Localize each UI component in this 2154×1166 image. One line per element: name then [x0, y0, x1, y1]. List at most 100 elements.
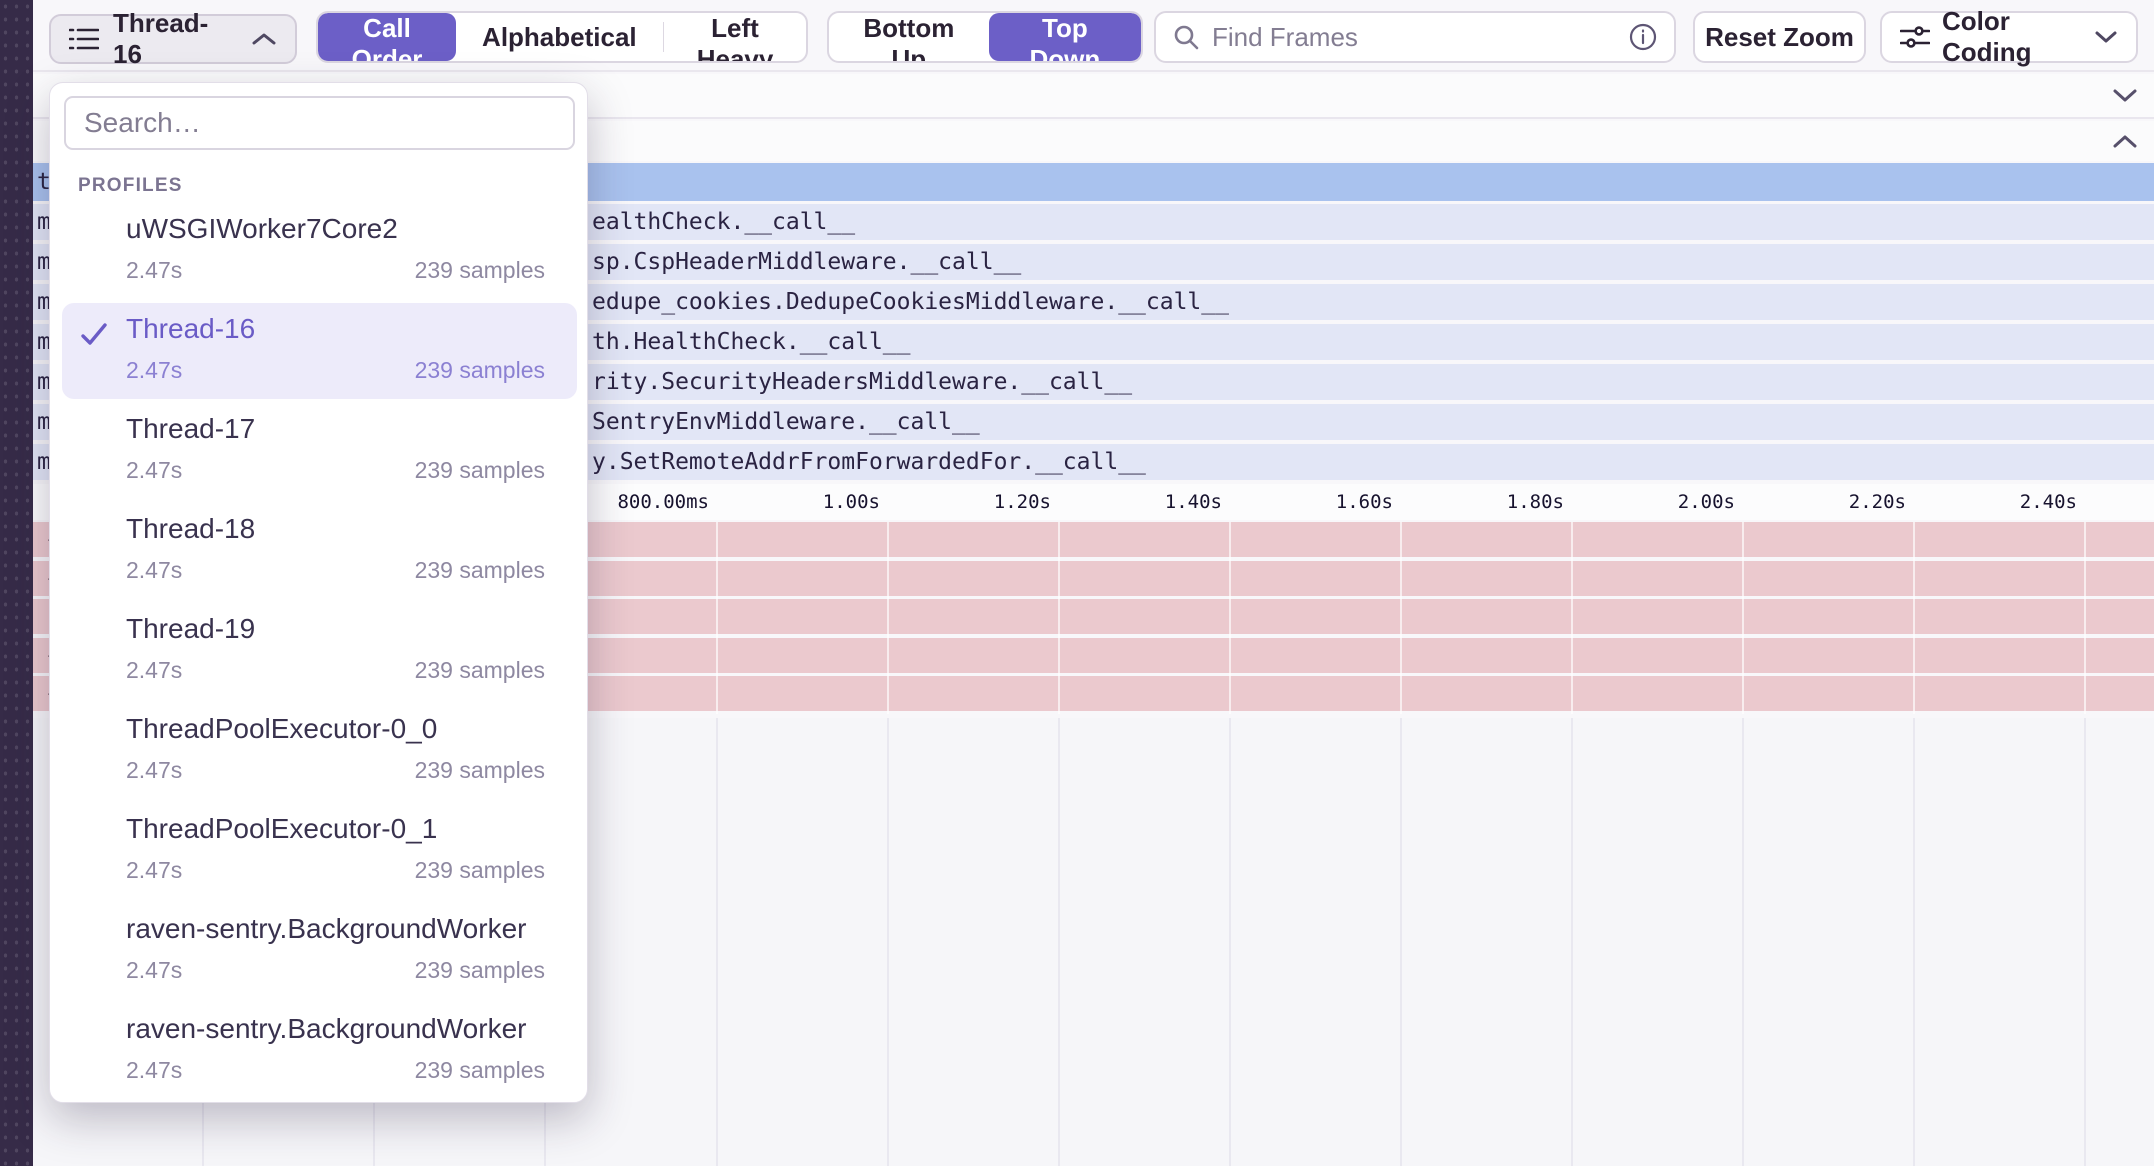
list-icon: [69, 26, 99, 52]
find-frames-search: [1154, 11, 1676, 63]
profile-samples: 239 samples: [414, 1057, 545, 1083]
profile-samples: 239 samples: [414, 257, 545, 283]
profile-option[interactable]: Thread-18 2.47s 239 samples: [50, 501, 589, 601]
frame-text: SentryEnvMiddleware.__call__: [592, 409, 980, 435]
axis-tick-label: 2.40s: [2019, 491, 2077, 513]
profile-samples: 239 samples: [414, 557, 545, 583]
profile-name: ThreadPoolExecutor-0_0: [126, 713, 438, 744]
frame-text: rity.SecurityHeadersMiddleware.__call__: [592, 369, 1133, 395]
profile-stats: 2.47s 239 samples: [126, 657, 545, 684]
profile-option[interactable]: Thread-19 2.47s 239 samples: [50, 601, 589, 701]
profile-duration: 2.47s: [126, 857, 183, 883]
sort-call-order-button[interactable]: Call Order: [318, 13, 457, 61]
profile-samples: 239 samples: [414, 857, 545, 883]
frame-text-fragment: m: [37, 409, 51, 435]
frame-text-fragment: m: [37, 249, 51, 275]
color-coding-button[interactable]: Color Coding: [1880, 6, 2138, 67]
time-gridline: [1400, 718, 1402, 1166]
selected-highlight: [62, 303, 577, 399]
axis-tick-label: 1.40s: [1164, 491, 1222, 513]
time-gridline: [887, 522, 889, 714]
profile-duration: 2.47s: [126, 257, 183, 283]
find-frames-input[interactable]: [1212, 21, 1616, 53]
profiles-dropdown: PROFILES uWSGIWorker7Core2 2.47s 239 sampl…: [49, 82, 588, 1103]
axis-tick-label: 2.20s: [1848, 491, 1906, 513]
axis-tick-label: 1.00s: [822, 491, 880, 513]
profile-option[interactable]: ThreadPoolExecutor-0_1 2.47s 239 samples: [50, 801, 589, 901]
profile-duration: 2.47s: [126, 357, 183, 383]
time-gridline: [716, 522, 718, 714]
reset-zoom-button[interactable]: Reset Zoom: [1693, 11, 1866, 63]
axis-tick-label: 800.00ms: [617, 491, 709, 513]
frame-text-fragment: m: [37, 449, 51, 475]
profile-name: Thread-17: [126, 413, 256, 444]
sort-mode-segmented-control: Call Order Alphabetical Left Heavy: [316, 11, 808, 63]
profile-duration: 2.47s: [126, 657, 183, 683]
sliders-icon: [1900, 25, 1930, 49]
time-gridline: [1229, 718, 1231, 1166]
profile-duration: 2.47s: [126, 757, 183, 783]
profile-name: ThreadPoolExecutor-0_1: [126, 813, 438, 844]
sort-alphabetical-button[interactable]: Alphabetical: [456, 13, 663, 61]
reset-zoom-label: Reset Zoom: [1705, 21, 1854, 52]
frame-text: th.HealthCheck.__call__: [592, 329, 911, 355]
sort-left-heavy-button[interactable]: Left Heavy: [664, 13, 806, 61]
time-gridline: [1571, 522, 1573, 714]
direction-top-down-button[interactable]: Top Down: [988, 13, 1141, 61]
profile-name: Thread-19: [126, 613, 256, 644]
profile-samples: 239 samples: [414, 357, 545, 383]
frame-text: y.SetRemoteAddrFromForwardedFor.__call__: [592, 449, 1146, 475]
profile-option[interactable]: raven-sentry.BackgroundWorker 2.47s 239 sa…: [50, 901, 589, 1001]
time-gridline: [1913, 718, 1915, 1166]
direction-segmented-control: Bottom Up Top Down: [827, 11, 1143, 63]
profile-duration: 2.47s: [126, 557, 183, 583]
profile-option[interactable]: ThreadPoolExecutor-0_0 2.47s 239 samples: [50, 701, 589, 801]
profile-option[interactable]: Thread-17 2.47s 239 samples: [50, 401, 589, 501]
chevron-down-icon: [2094, 30, 2118, 45]
profile-name: raven-sentry.BackgroundWorker: [126, 1013, 527, 1044]
frame-text-fragment: t: [37, 169, 51, 195]
profile-stats: 2.47s 239 samples: [126, 757, 545, 784]
expand-chevron-down-icon[interactable]: [2110, 87, 2140, 105]
profile-samples: 239 samples: [414, 757, 545, 783]
color-coding-label: Color Coding: [1942, 6, 2032, 67]
profile-stats: 2.47s 239 samples: [126, 257, 545, 284]
direction-bottom-up-button[interactable]: Bottom Up: [829, 13, 989, 61]
frame-text: sp.CspHeaderMiddleware.__call__: [592, 249, 1022, 275]
profile-samples: 239 samples: [414, 457, 545, 483]
time-gridline: [2084, 522, 2086, 714]
profile-name: raven-sentry.BackgroundWorker: [126, 913, 527, 944]
time-gridline: [2084, 718, 2086, 1166]
profile-stats: 2.47s 239 samples: [126, 457, 545, 484]
profile-stats: 2.47s 239 samples: [126, 1057, 545, 1084]
search-icon: [1172, 23, 1200, 51]
dropdown-search-input[interactable]: [84, 107, 555, 139]
frame-text: ealthCheck.__call__: [592, 209, 856, 235]
chevron-up-icon: [251, 31, 277, 47]
profile-duration: 2.47s: [126, 957, 183, 983]
time-gridline: [1400, 522, 1402, 714]
frame-text: edupe_cookies.DedupeCookiesMiddleware.__…: [592, 289, 1229, 315]
frame-text-fragment: m: [37, 209, 51, 235]
profile-option[interactable]: Thread-16 2.47s 239 samples: [50, 301, 589, 401]
profile-stats: 2.47s 239 samples: [126, 957, 545, 984]
collapse-chevron-up-icon[interactable]: [2110, 132, 2140, 150]
axis-tick-label: 1.60s: [1335, 491, 1393, 513]
segment-divider: [662, 22, 665, 52]
profiles-list: uWSGIWorker7Core2 2.47s 239 samples Thread-…: [50, 201, 589, 1101]
profile-name: Thread-16: [126, 313, 256, 344]
thread-selector-button[interactable]: Thread-16: [49, 8, 297, 69]
time-gridline: [1913, 522, 1915, 714]
info-icon[interactable]: [1628, 22, 1658, 52]
profile-samples: 239 samples: [414, 657, 545, 683]
time-gridline: [1571, 718, 1573, 1166]
frame-text-fragment: m: [37, 329, 51, 355]
frame-text-fragment: m: [37, 289, 51, 315]
profile-option[interactable]: uWSGIWorker7Core2 2.47s 239 samples: [50, 201, 589, 301]
profile-name: uWSGIWorker7Core2: [126, 213, 398, 244]
toolbar: Thread-16 Call Order Alphabetical Left H…: [33, 0, 2154, 72]
flamegraph-content: Thread-16 Call Order Alphabetical Left H…: [33, 0, 2154, 1166]
time-gridline: [887, 718, 889, 1166]
profile-option[interactable]: raven-sentry.BackgroundWorker 2.47s 239 sa…: [50, 1001, 589, 1101]
